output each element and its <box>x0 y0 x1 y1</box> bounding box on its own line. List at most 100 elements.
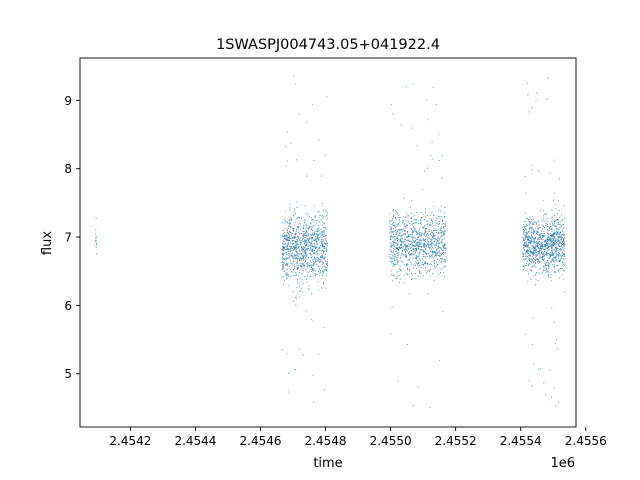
data-point <box>420 224 422 226</box>
data-point <box>553 239 555 241</box>
data-point <box>288 241 290 243</box>
data-point <box>541 244 544 246</box>
data-point <box>290 142 292 144</box>
data-point <box>303 268 305 270</box>
data-point <box>293 209 295 211</box>
data-point <box>399 247 401 249</box>
data-point <box>415 221 417 223</box>
data-point <box>547 262 549 264</box>
data-point <box>557 219 559 221</box>
data-point <box>320 260 322 262</box>
data-point <box>441 220 444 222</box>
data-point <box>436 217 438 219</box>
data-point <box>294 271 296 273</box>
data-point <box>523 255 525 257</box>
data-point <box>409 250 411 252</box>
data-point <box>414 250 416 252</box>
data-point <box>525 238 527 240</box>
data-point <box>549 245 551 247</box>
data-point <box>397 380 399 382</box>
data-point <box>391 231 393 233</box>
data-point <box>298 348 300 350</box>
data-point <box>392 252 394 254</box>
data-point <box>292 242 295 245</box>
data-point <box>427 235 429 237</box>
data-point <box>411 253 413 255</box>
data-point <box>400 260 402 262</box>
data-point <box>394 236 396 238</box>
data-point <box>417 275 419 277</box>
data-point <box>541 224 543 226</box>
data-point <box>424 245 426 247</box>
data-point <box>315 233 317 235</box>
data-point <box>535 274 537 276</box>
data-point <box>320 272 322 274</box>
data-point <box>412 230 414 232</box>
data-point <box>559 227 561 229</box>
data-point <box>441 240 443 242</box>
data-point <box>397 262 399 264</box>
data-point <box>412 237 414 239</box>
data-point <box>326 96 328 98</box>
data-point <box>547 263 549 265</box>
data-point <box>536 92 538 94</box>
data-point <box>404 248 406 250</box>
data-point <box>432 237 434 240</box>
data-point <box>527 250 529 253</box>
data-point <box>307 241 309 243</box>
data-point <box>412 223 414 225</box>
data-point <box>552 260 554 262</box>
data-point <box>321 224 323 226</box>
data-point <box>318 353 320 355</box>
data-point <box>418 228 421 230</box>
data-point <box>557 264 559 266</box>
data-point <box>439 229 441 231</box>
data-point <box>304 219 306 221</box>
data-point <box>538 239 540 241</box>
data-point <box>392 244 394 246</box>
data-point <box>523 243 525 245</box>
data-point <box>390 262 393 264</box>
data-point <box>438 232 440 234</box>
data-point <box>560 240 562 242</box>
data-point <box>550 235 552 237</box>
x-tick-label: 2.4556 <box>565 434 607 448</box>
data-point <box>396 275 398 277</box>
data-point <box>302 230 304 232</box>
data-point <box>434 230 436 232</box>
data-point <box>529 261 531 263</box>
data-point <box>284 257 286 260</box>
data-point <box>563 253 566 256</box>
data-point <box>531 247 533 249</box>
data-point <box>398 246 400 248</box>
data-point <box>561 237 563 240</box>
data-point <box>563 253 565 255</box>
data-point <box>410 255 412 257</box>
data-point <box>419 239 421 241</box>
data-point <box>421 239 423 241</box>
data-point <box>286 276 288 278</box>
data-point <box>529 216 531 218</box>
data-point <box>545 241 547 243</box>
data-point <box>318 239 320 241</box>
data-point <box>323 216 325 218</box>
data-point <box>95 229 97 231</box>
data-point <box>432 215 435 217</box>
data-point <box>305 278 307 280</box>
data-point <box>288 274 290 276</box>
data-point <box>423 242 425 244</box>
data-point <box>317 259 319 261</box>
data-point <box>390 104 392 106</box>
data-point <box>323 233 325 235</box>
data-point <box>419 234 421 236</box>
data-point <box>529 277 531 279</box>
data-point <box>437 248 439 250</box>
data-point <box>288 242 290 245</box>
data-point <box>545 238 547 240</box>
data-point <box>287 249 289 251</box>
data-point <box>445 256 447 258</box>
data-point <box>417 260 419 262</box>
data-point <box>398 241 400 243</box>
data-point <box>304 248 307 250</box>
data-point <box>298 226 300 228</box>
